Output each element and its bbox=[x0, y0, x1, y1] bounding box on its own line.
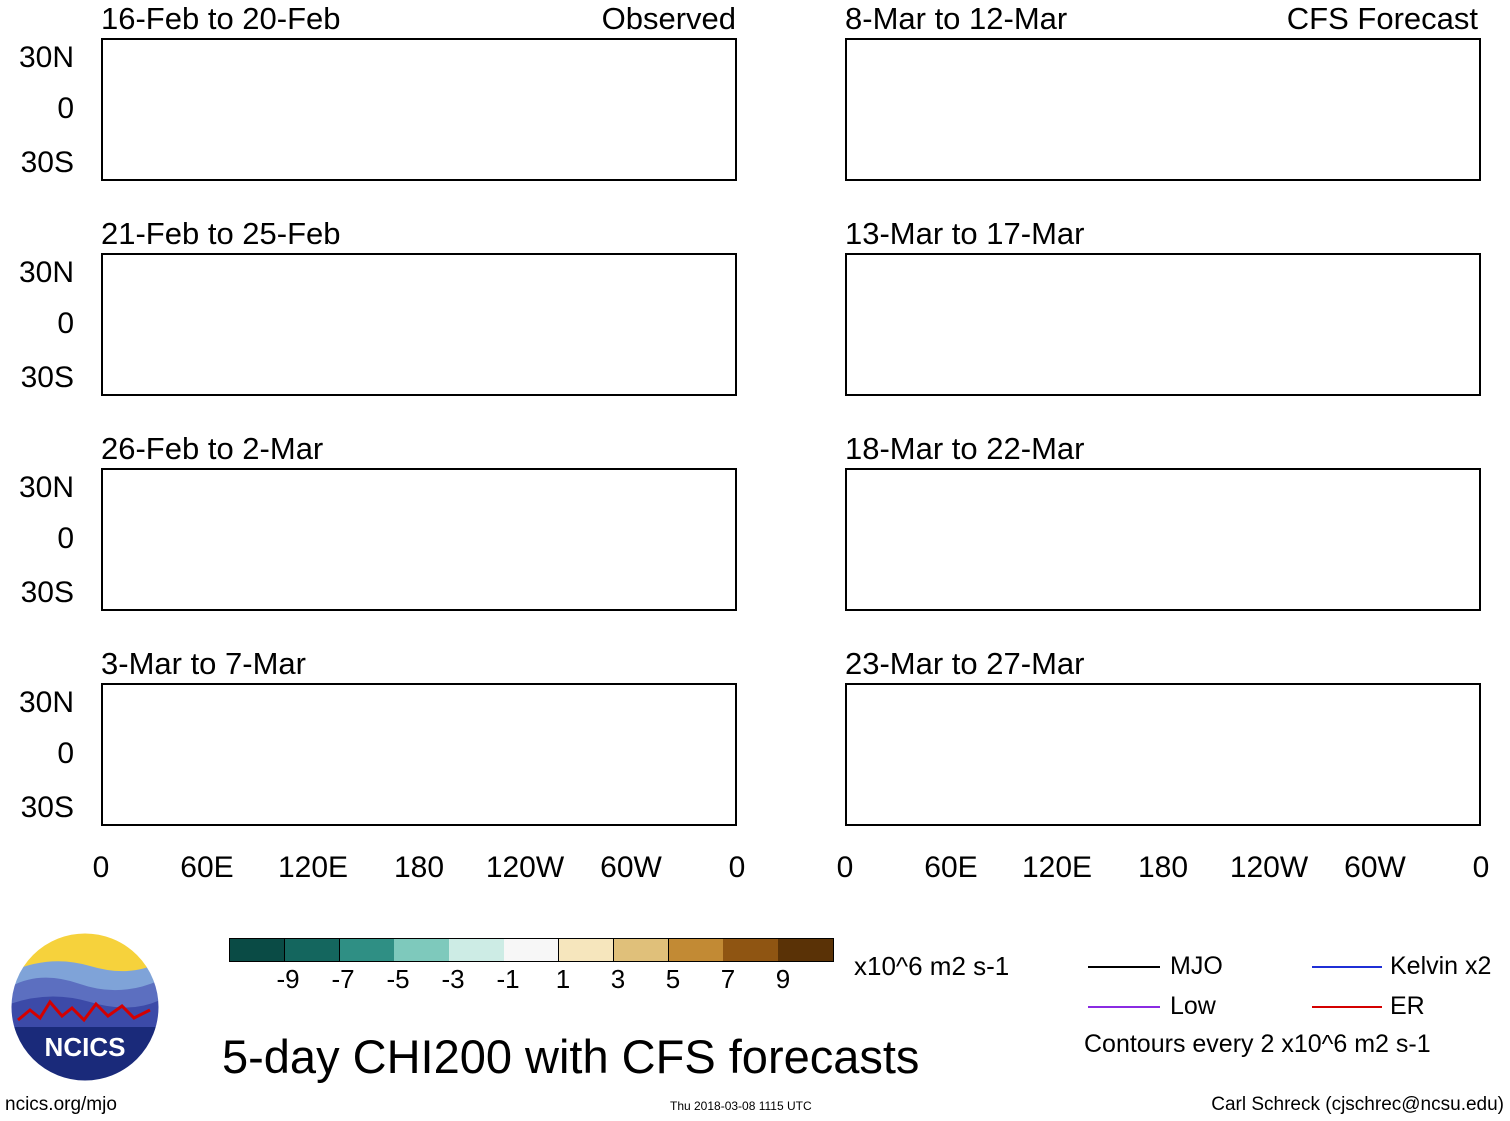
colorbar-swatch bbox=[723, 939, 779, 961]
lon-label: 0 bbox=[728, 851, 746, 884]
colorbar-swatch bbox=[284, 939, 341, 961]
colorbar-tick-label: -5 bbox=[386, 964, 410, 994]
legend-label-low: Low bbox=[1170, 992, 1216, 1020]
lat-label: 30N bbox=[18, 41, 74, 74]
lon-label: 0 bbox=[836, 851, 854, 884]
legend-label-er: ER bbox=[1390, 992, 1425, 1020]
colorbar-swatch bbox=[394, 939, 450, 961]
map-panel-observed-1 bbox=[101, 38, 737, 181]
legend-label-kelvin: Kelvin x2 bbox=[1390, 952, 1492, 980]
lat-label: 30S bbox=[20, 791, 74, 824]
colorbar-tick-label: -3 bbox=[441, 964, 465, 994]
ncics-logo-icon: NCICS bbox=[10, 932, 160, 1082]
ncics-logo: NCICS bbox=[10, 932, 160, 1082]
legend-label-mjo: MJO bbox=[1170, 952, 1223, 980]
colorbar-swatch bbox=[613, 939, 670, 961]
panel-title-right-2: 13-Mar to 17-Mar bbox=[845, 216, 1085, 251]
map-panel-observed-3 bbox=[101, 468, 737, 611]
lon-label: 120E bbox=[1021, 851, 1093, 884]
lon-label: 0 bbox=[1472, 851, 1490, 884]
colorbar-tick-label: 7 bbox=[720, 964, 736, 994]
map-panel-forecast-2 bbox=[845, 253, 1481, 396]
panel-title-right-3: 18-Mar to 22-Mar bbox=[845, 431, 1085, 466]
colorbar-tick-label: 5 bbox=[665, 964, 681, 994]
lon-label: 120W bbox=[485, 851, 565, 884]
colorbar-swatch bbox=[449, 939, 505, 961]
colorbar-tick-label: 1 bbox=[555, 964, 571, 994]
lat-label: 0 bbox=[57, 92, 74, 125]
lon-label: 60W bbox=[600, 851, 662, 884]
observed-label: Observed bbox=[601, 1, 736, 36]
colorbar-swatch bbox=[558, 939, 615, 961]
panel-title-right-1: 8-Mar to 12-Mar bbox=[845, 1, 1068, 36]
lon-label: 180 bbox=[393, 851, 445, 884]
logo-text: NCICS bbox=[45, 1032, 126, 1062]
lat-label: 0 bbox=[57, 522, 74, 555]
lon-label: 0 bbox=[92, 851, 110, 884]
colorbar-tick-label: -7 bbox=[331, 964, 355, 994]
timestamp: Thu 2018-03-08 1115 UTC bbox=[670, 1099, 812, 1113]
contour-note: Contours every 2 x10^6 m2 s-1 bbox=[1084, 1030, 1431, 1058]
map-panel-forecast-4 bbox=[845, 683, 1481, 826]
colorbar-swatch bbox=[778, 939, 834, 961]
colorbar-tick-label: 9 bbox=[775, 964, 791, 994]
legend-line-mjo bbox=[1088, 966, 1160, 968]
author-credit: Carl Schreck (cjschrec@ncsu.edu) bbox=[1211, 1094, 1504, 1115]
lon-label: 60E bbox=[180, 851, 234, 884]
lat-label: 30N bbox=[18, 686, 74, 719]
panel-title-left-2: 21-Feb to 25-Feb bbox=[101, 216, 341, 251]
colorbar-swatch bbox=[339, 939, 395, 961]
colorbar-tick-label: 3 bbox=[610, 964, 626, 994]
colorbar-swatch bbox=[668, 939, 724, 961]
panel-title-left-1: 16-Feb to 20-Feb bbox=[101, 1, 341, 36]
legend-line-low bbox=[1088, 1006, 1160, 1008]
colorbar-units: x10^6 m2 s-1 bbox=[854, 951, 1010, 981]
map-panel-forecast-1 bbox=[845, 38, 1481, 181]
lon-label: 180 bbox=[1137, 851, 1189, 884]
panel-title-right-4: 23-Mar to 27-Mar bbox=[845, 646, 1085, 681]
lon-label: 120W bbox=[1229, 851, 1309, 884]
legend-line-er bbox=[1312, 1006, 1382, 1008]
cfs-forecast-label: CFS Forecast bbox=[1286, 1, 1478, 36]
panel-title-left-3: 26-Feb to 2-Mar bbox=[101, 431, 324, 466]
site-url: ncics.org/mjo bbox=[5, 1094, 117, 1115]
colorbar bbox=[229, 938, 834, 962]
map-panel-observed-4 bbox=[101, 683, 737, 826]
colorbar-tick-label: -9 bbox=[276, 964, 300, 994]
lat-label: 0 bbox=[57, 307, 74, 340]
lat-label: 30S bbox=[20, 576, 74, 609]
lat-label: 0 bbox=[57, 737, 74, 770]
legend-line-kelvin bbox=[1312, 966, 1382, 968]
lon-label: 60W bbox=[1344, 851, 1406, 884]
map-panel-observed-2 bbox=[101, 253, 737, 396]
map-panel-forecast-3 bbox=[845, 468, 1481, 611]
colorbar-swatch bbox=[230, 939, 286, 961]
figure-title: 5-day CHI200 with CFS forecasts bbox=[222, 1030, 920, 1083]
panel-title-left-4: 3-Mar to 7-Mar bbox=[101, 646, 306, 681]
lat-label: 30S bbox=[20, 361, 74, 394]
lat-label: 30N bbox=[18, 256, 74, 289]
lat-label: 30S bbox=[20, 146, 74, 179]
lon-label: 120E bbox=[277, 851, 349, 884]
colorbar-tick-label: -1 bbox=[496, 964, 520, 994]
lon-label: 60E bbox=[924, 851, 978, 884]
colorbar-swatch bbox=[504, 939, 560, 961]
lat-label: 30N bbox=[18, 471, 74, 504]
